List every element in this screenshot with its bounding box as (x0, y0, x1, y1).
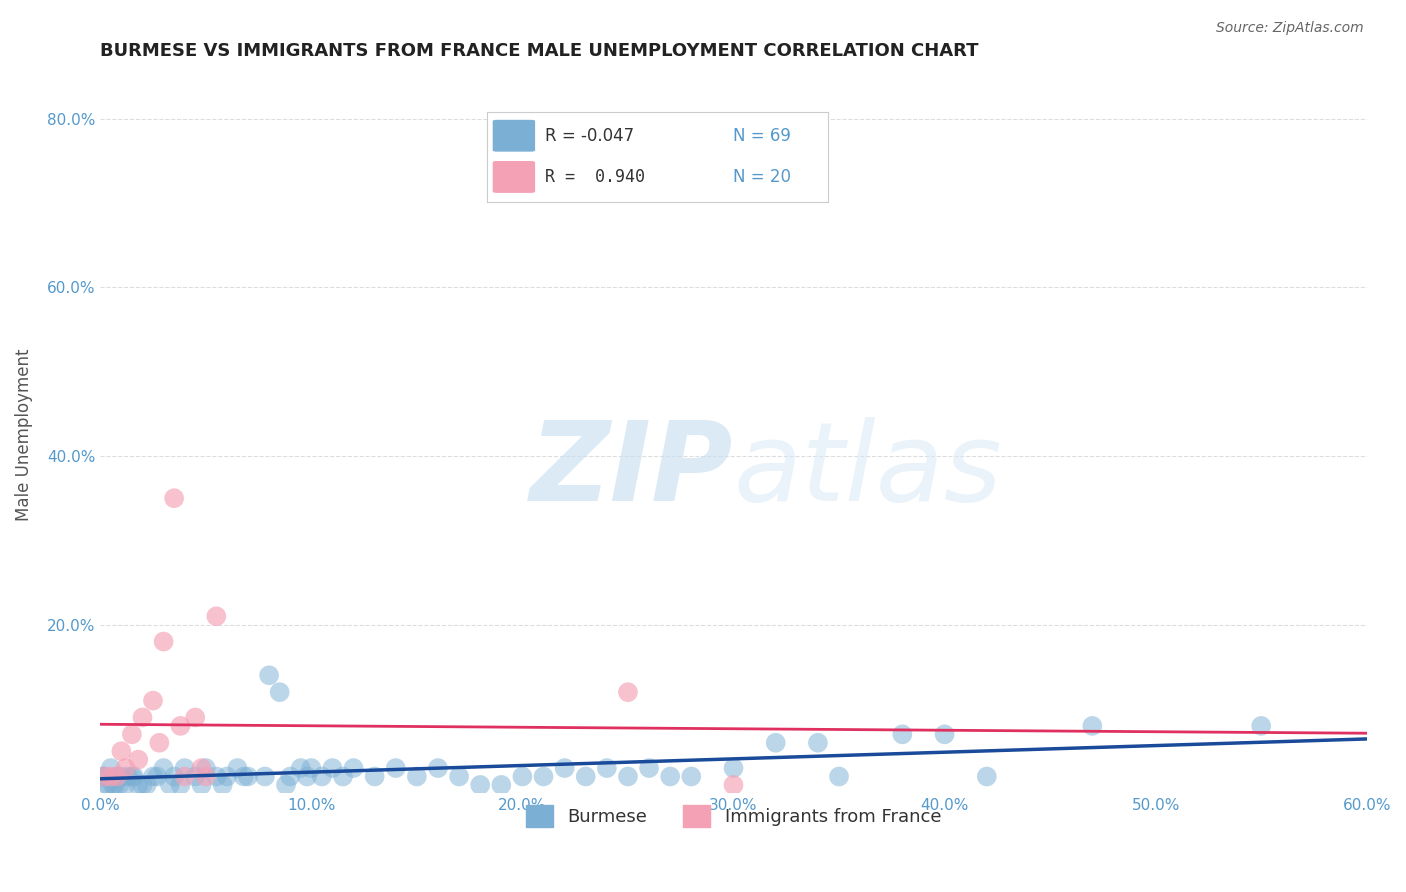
Point (405, 769, 427, 783)
Point (97, 778, 120, 792)
Point (148, 736, 170, 750)
Point (205, 609, 228, 624)
Point (1081, 719, 1104, 733)
Point (575, 769, 598, 783)
Point (236, 769, 259, 783)
Text: ZIP: ZIP (530, 417, 734, 524)
Point (321, 761, 343, 775)
Point (363, 769, 385, 783)
Point (114, 761, 136, 775)
Point (269, 685, 291, 699)
Point (110, 744, 132, 758)
Point (1250, 719, 1272, 733)
Point (533, 769, 555, 783)
Point (257, 668, 280, 682)
Point (659, 769, 682, 783)
Point (253, 769, 276, 783)
Point (100, 761, 122, 775)
Point (121, 727, 143, 741)
Point (190, 778, 212, 792)
Point (100, 769, 122, 783)
Point (173, 761, 195, 775)
Point (807, 736, 830, 750)
Point (184, 769, 207, 783)
Point (169, 778, 191, 792)
Point (190, 761, 212, 775)
Point (342, 761, 364, 775)
Point (91, 769, 114, 783)
Point (638, 761, 661, 775)
Text: atlas: atlas (734, 417, 1002, 524)
Point (765, 736, 787, 750)
Point (142, 769, 165, 783)
Point (194, 761, 217, 775)
Point (163, 491, 186, 506)
Point (152, 634, 174, 648)
Point (274, 778, 297, 792)
Point (470, 778, 492, 792)
Point (211, 778, 233, 792)
Point (101, 778, 124, 792)
Point (384, 761, 406, 775)
Legend: Burmese, Immigrants from France: Burmese, Immigrants from France (519, 798, 949, 835)
Point (169, 719, 191, 733)
Point (184, 710, 207, 724)
Point (173, 769, 195, 783)
Point (114, 778, 136, 792)
Point (122, 769, 145, 783)
Point (117, 769, 139, 783)
Point (104, 778, 127, 792)
Point (976, 769, 998, 783)
Text: BURMESE VS IMMIGRANTS FROM FRANCE MALE UNEMPLOYMENT CORRELATION CHART: BURMESE VS IMMIGRANTS FROM FRANCE MALE U… (100, 42, 979, 60)
Point (596, 761, 619, 775)
Point (617, 685, 640, 699)
Point (96, 778, 118, 792)
Point (93, 769, 115, 783)
Point (891, 727, 914, 741)
Point (127, 778, 149, 792)
Point (108, 778, 131, 792)
Point (226, 761, 249, 775)
Text: Source: ZipAtlas.com: Source: ZipAtlas.com (1216, 21, 1364, 35)
Point (93, 769, 115, 783)
Point (295, 769, 318, 783)
Point (194, 769, 217, 783)
Point (163, 769, 186, 783)
Point (135, 778, 157, 792)
Point (105, 769, 128, 783)
Point (215, 769, 238, 783)
Point (232, 769, 254, 783)
Point (159, 778, 181, 792)
Point (681, 769, 703, 783)
Point (828, 769, 851, 783)
Point (127, 753, 149, 767)
Point (554, 761, 576, 775)
Point (110, 769, 132, 783)
Point (131, 710, 153, 724)
Point (332, 769, 354, 783)
Point (152, 761, 174, 775)
Point (427, 761, 450, 775)
Point (299, 761, 322, 775)
Point (290, 761, 312, 775)
Point (512, 769, 534, 783)
Point (205, 769, 228, 783)
Point (146, 769, 169, 783)
Point (723, 778, 745, 792)
Point (491, 778, 513, 792)
Point (617, 769, 640, 783)
Point (121, 769, 143, 783)
Point (723, 761, 745, 775)
Point (142, 693, 165, 707)
Point (311, 769, 333, 783)
Point (278, 769, 301, 783)
Point (934, 727, 956, 741)
Point (105, 769, 128, 783)
Point (449, 769, 471, 783)
Point (131, 778, 153, 792)
Y-axis label: Male Unemployment: Male Unemployment (15, 349, 32, 521)
